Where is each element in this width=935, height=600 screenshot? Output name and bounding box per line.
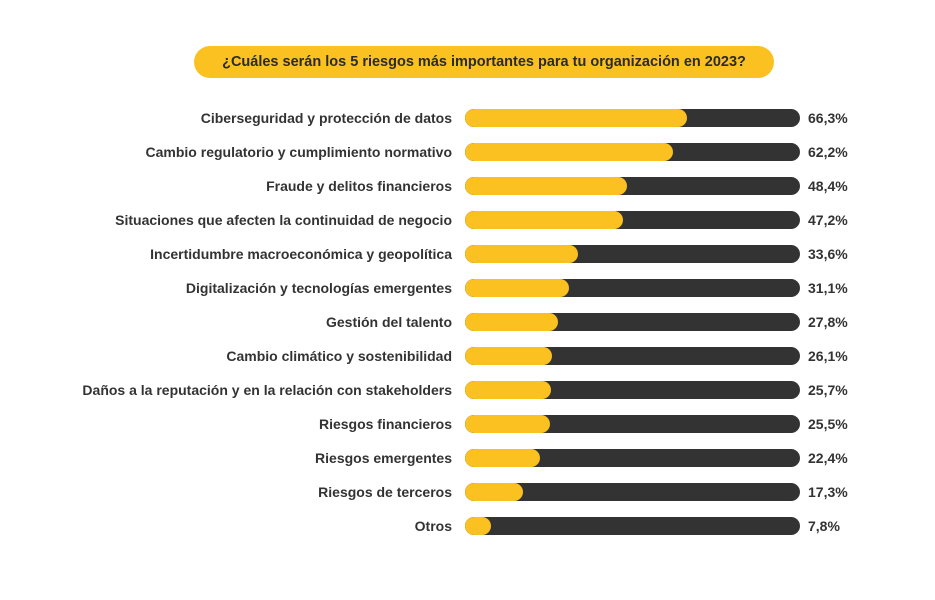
value-label: 48,4% <box>808 178 848 194</box>
bar-fill <box>465 211 624 229</box>
bar-track <box>465 415 800 433</box>
value-label: 27,8% <box>808 314 848 330</box>
bar-fill <box>465 143 674 161</box>
category-label: Gestión del talento <box>325 314 452 330</box>
bar-row: Situaciones que afecten la continuidad d… <box>0 211 935 229</box>
bar-row: Riesgos financieros 25,5% <box>0 415 935 433</box>
bar-track <box>465 449 800 467</box>
category-label: Riesgos de terceros <box>318 484 452 500</box>
bar-track <box>465 483 800 501</box>
category-label: Riesgos financieros <box>318 416 452 432</box>
bar-track <box>465 347 800 365</box>
bar-row: Incertidumbre macroeconómica y geopolíti… <box>0 245 935 263</box>
bar-track <box>465 313 800 331</box>
bar-track <box>465 177 800 195</box>
category-label: Otros <box>414 518 452 534</box>
value-label: 25,5% <box>808 416 848 432</box>
bar-track <box>465 245 800 263</box>
bar-row: Digitalización y tecnologías emergentes 3… <box>0 279 935 297</box>
value-label: 47,2% <box>808 212 848 228</box>
chart-title: ¿Cuáles serán los 5 riesgos más importan… <box>194 46 774 78</box>
value-label: 22,4% <box>808 450 848 466</box>
category-label: Ciberseguridad y protección de datos <box>200 110 452 126</box>
bar-row: Fraude y delitos financieros 48,4% <box>0 177 935 195</box>
bar-track <box>465 143 800 161</box>
category-label: Incertidumbre macroeconómica y geopolíti… <box>150 246 452 262</box>
bar-row: Daños a la reputación y en la relación c… <box>0 381 935 399</box>
category-label: Fraude y delitos financieros <box>266 178 452 194</box>
bar-fill <box>465 483 523 501</box>
category-label: Digitalización y tecnologías emergentes <box>185 280 452 296</box>
bar-fill <box>465 415 551 433</box>
bar-row: Riesgos emergentes 22,4% <box>0 449 935 467</box>
bar-row: Cambio climático y sostenibilidad 26,1% <box>0 347 935 365</box>
bar-fill <box>465 517 492 535</box>
value-label: 25,7% <box>808 382 848 398</box>
bar-fill <box>465 279 570 297</box>
bar-fill <box>465 245 578 263</box>
category-label: Cambio regulatorio y cumplimiento normat… <box>145 144 452 160</box>
bar-fill <box>465 347 553 365</box>
value-label: 66,3% <box>808 110 848 126</box>
bar-track <box>465 109 800 127</box>
value-label: 31,1% <box>808 280 848 296</box>
value-label: 62,2% <box>808 144 848 160</box>
value-label: 7,8% <box>808 518 840 534</box>
bar-fill <box>465 313 559 331</box>
bar-track <box>465 517 800 535</box>
bar-row: Riesgos de terceros 17,3% <box>0 483 935 501</box>
category-label: Daños a la reputación y en la relación c… <box>82 382 452 398</box>
bar-row: Ciberseguridad y protección de datos 66,3… <box>0 109 935 127</box>
bar-track <box>465 211 800 229</box>
bar-row: Cambio regulatorio y cumplimiento normat… <box>0 143 935 161</box>
category-label: Situaciones que afecten la continuidad d… <box>115 212 452 228</box>
bar-fill <box>465 109 688 127</box>
bar-fill <box>465 449 541 467</box>
bar-fill <box>465 381 552 399</box>
bar-fill <box>465 177 628 195</box>
value-label: 17,3% <box>808 484 848 500</box>
category-label: Riesgos emergentes <box>315 450 452 466</box>
bar-track <box>465 279 800 297</box>
value-label: 33,6% <box>808 246 848 262</box>
bar-row: Gestión del talento 27,8% <box>0 313 935 331</box>
category-label: Cambio climático y sostenibilidad <box>226 348 452 364</box>
bar-row: Otros 7,8% <box>0 517 935 535</box>
bar-track <box>465 381 800 399</box>
value-label: 26,1% <box>808 348 848 364</box>
